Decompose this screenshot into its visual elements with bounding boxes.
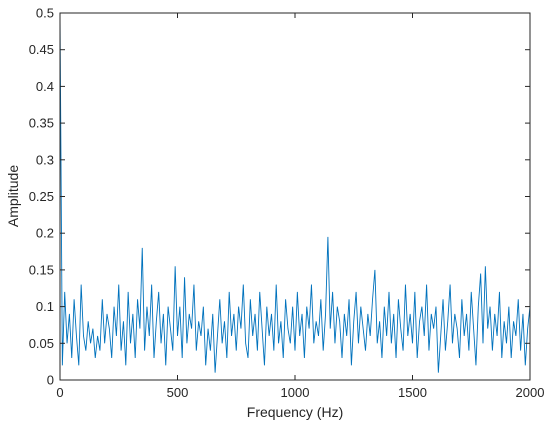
x-tick-label: 0 bbox=[56, 385, 63, 400]
y-tick-label: 0.1 bbox=[36, 299, 54, 314]
y-tick-label: 0.15 bbox=[29, 262, 54, 277]
x-axis-label: Frequency (Hz) bbox=[247, 404, 343, 420]
x-tick-label: 1500 bbox=[398, 385, 427, 400]
y-tick-label: 0.25 bbox=[29, 189, 54, 204]
y-tick-label: 0.2 bbox=[36, 226, 54, 241]
plot-frame bbox=[59, 12, 531, 381]
y-axis-label: Amplitude bbox=[5, 165, 21, 227]
x-tick-label: 500 bbox=[167, 385, 189, 400]
y-tick-label: 0.35 bbox=[29, 116, 54, 131]
data-line bbox=[59, 12, 531, 373]
y-tick-label: 0.4 bbox=[36, 79, 54, 94]
y-tick-label: 0 bbox=[47, 373, 54, 388]
x-tick-label: 2000 bbox=[516, 385, 545, 400]
x-tick-label: 1000 bbox=[281, 385, 310, 400]
y-tick-label: 0.45 bbox=[29, 42, 54, 57]
y-tick-label: 0.3 bbox=[36, 152, 54, 167]
y-tick-label: 0.05 bbox=[29, 336, 54, 351]
y-tick-label: 0.5 bbox=[36, 6, 54, 21]
